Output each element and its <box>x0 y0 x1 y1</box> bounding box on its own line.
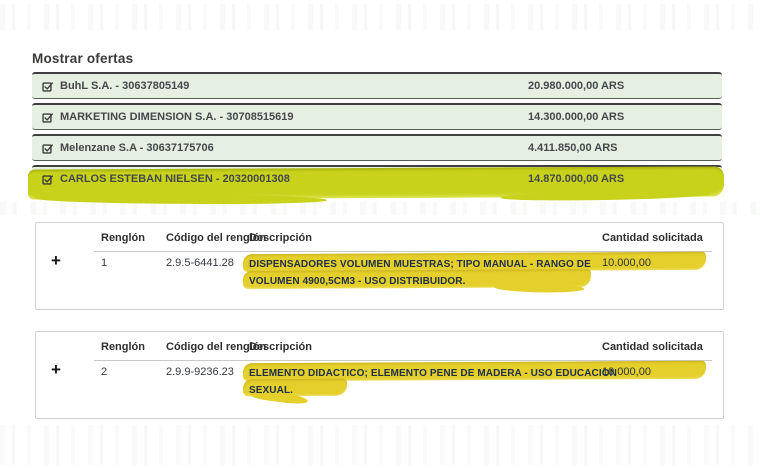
offer-row-melenzane[interactable]: Melenzane S.A - 30637175706 4.411.850,00… <box>32 134 722 161</box>
cell-codigo: 2.9.5-6441.28 <box>166 257 234 269</box>
descripcion-line-2: SEXUAL. <box>249 385 294 396</box>
cell-codigo: 2.9.9-9236.23 <box>166 366 234 378</box>
offers-section: Mostrar ofertas BuhL S.A. - 30637805149 … <box>27 51 725 200</box>
column-header-codigo: Código del renglón <box>166 341 267 353</box>
cell-cantidad: 10.000,00 <box>602 257 651 269</box>
check-square-icon[interactable] <box>42 112 53 123</box>
column-header-renglon: Renglón <box>101 232 145 244</box>
header-divider <box>94 251 712 252</box>
offer-amount: 20.980.000,00 ARS <box>528 80 625 92</box>
descripcion-line-1: DISPENSADORES VOLUMEN MUESTRAS; TIPO MAN… <box>249 259 591 270</box>
column-header-cantidad: Cantidad solicitada <box>602 341 703 353</box>
cell-renglon: 1 <box>101 257 108 269</box>
cell-renglon: 2 <box>101 366 108 378</box>
blurred-mid-band <box>0 202 760 215</box>
cell-descripcion: DISPENSADORES VOLUMEN MUESTRAS; TIPO MAN… <box>249 256 629 290</box>
column-header-cantidad: Cantidad solicitada <box>602 232 703 244</box>
blurred-bottom-band <box>0 425 760 465</box>
offer-amount: 14.300.000,00 ARS <box>528 111 625 123</box>
offer-company: Melenzane S.A - 30637175706 <box>60 142 214 154</box>
offer-amount: 14.870.000,00 ARS <box>528 173 625 185</box>
check-square-icon[interactable] <box>42 81 53 92</box>
column-header-descripcion: Descripción <box>249 232 312 244</box>
check-square-icon[interactable] <box>42 143 53 154</box>
item-card-renglon-2: Renglón Código del renglón Descripción C… <box>35 331 724 419</box>
column-header-renglon: Renglón <box>101 341 145 353</box>
offer-company: CARLOS ESTEBAN NIELSEN - 20320001308 <box>60 173 290 185</box>
offer-row-nielsen-highlighted[interactable]: CARLOS ESTEBAN NIELSEN - 20320001308 14.… <box>27 165 725 200</box>
offer-row-marketing-dimension[interactable]: MARKETING DIMENSION S.A. - 30708515619 1… <box>32 103 722 130</box>
offer-company: BuhL S.A. - 30637805149 <box>60 80 190 92</box>
offer-row-buhl[interactable]: BuhL S.A. - 30637805149 20.980.000,00 AR… <box>32 72 722 99</box>
column-header-codigo: Código del renglón <box>166 232 267 244</box>
expand-row-button[interactable]: + <box>46 251 66 271</box>
offer-company: MARKETING DIMENSION S.A. - 30708515619 <box>60 111 294 123</box>
offer-amount: 4.411.850,00 ARS <box>528 142 618 154</box>
expand-row-button[interactable]: + <box>46 360 66 380</box>
column-header-descripcion: Descripción <box>249 341 312 353</box>
descripcion-line-1: ELEMENTO DIDACTICO; ELEMENTO PENE DE MAD… <box>249 368 617 379</box>
descripcion-line-2: VOLUMEN 4900,5CM3 - USO DISTRIBUIDOR. <box>249 276 466 287</box>
section-title: Mostrar ofertas <box>32 51 134 66</box>
cell-cantidad: 10.000,00 <box>602 366 651 378</box>
check-square-icon[interactable] <box>42 174 53 185</box>
header-divider <box>94 360 712 361</box>
item-card-renglon-1: Renglón Código del renglón Descripción C… <box>35 222 724 310</box>
blurred-top-band <box>0 4 760 30</box>
cell-descripcion: ELEMENTO DIDACTICO; ELEMENTO PENE DE MAD… <box>249 365 629 399</box>
